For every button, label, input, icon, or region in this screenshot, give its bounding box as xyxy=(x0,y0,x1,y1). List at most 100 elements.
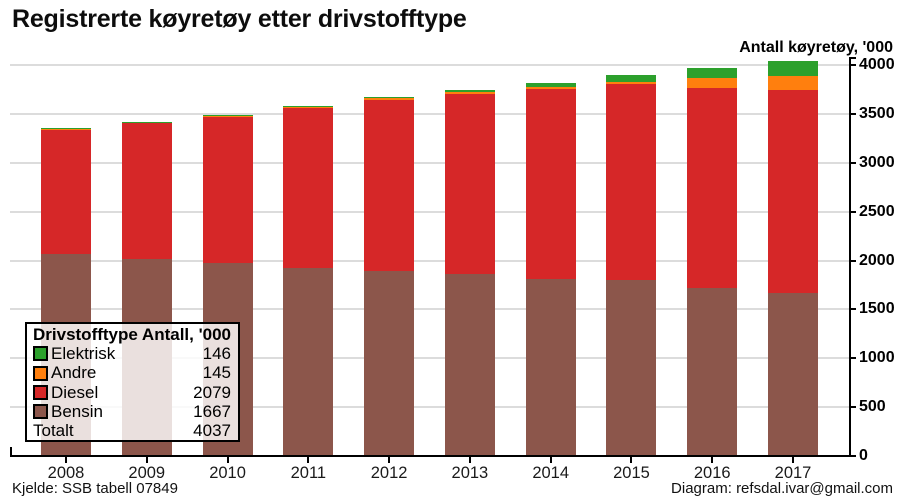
x-tick xyxy=(711,456,714,463)
bar-segment-diesel xyxy=(768,89,819,294)
bar-segment-andre xyxy=(768,75,819,90)
legend-row-value: 4037 xyxy=(193,421,231,441)
x-axis-endcap xyxy=(10,447,12,456)
y-tick-label: 4000 xyxy=(859,56,895,73)
bar-segment-diesel xyxy=(606,84,657,281)
bar-segment-andre xyxy=(364,98,415,100)
x-tick-label: 2009 xyxy=(128,464,166,482)
x-tick-label: 2015 xyxy=(613,464,650,482)
legend-row-label: Andre xyxy=(51,363,97,383)
bar-segment-bensin xyxy=(606,280,657,456)
y-tick-label: 500 xyxy=(859,398,886,416)
y-axis-line xyxy=(849,57,851,457)
x-tick-label: 2008 xyxy=(47,464,85,482)
legend-swatch-icon xyxy=(33,365,48,381)
legend-row: Totalt 4037 xyxy=(33,421,231,440)
bar-segment-bensin xyxy=(525,278,576,456)
bar-segment-andre xyxy=(444,92,495,94)
footer-credit: Diagram: refsdal.ivar@gmail.com xyxy=(671,480,893,497)
gridline xyxy=(10,161,849,164)
legend-row-label: Bensin xyxy=(51,401,103,421)
x-tick-label: 2017 xyxy=(774,464,812,482)
bar-segment-elektrisk xyxy=(687,68,738,79)
footer-source: Kjelde: SSB tabell 07849 xyxy=(12,480,178,497)
bar-segment-andre xyxy=(283,106,334,109)
y-tick-label: 3500 xyxy=(859,104,895,122)
x-tick xyxy=(145,456,148,463)
legend-row-value: 145 xyxy=(202,363,231,383)
bar-segment-diesel xyxy=(525,88,576,279)
y-tick xyxy=(849,112,856,115)
x-tick-label: 2016 xyxy=(693,464,731,482)
bar-segment-andre xyxy=(202,115,253,117)
legend-table: Drivstofftype Antall, '000 Elektrisk 146 A… xyxy=(25,322,240,442)
legend-header-value: Antall, '000 xyxy=(141,324,231,344)
gridline xyxy=(10,406,849,409)
chart-title: Registrerte køyretøy etter drivstofftype xyxy=(12,5,467,33)
gridline xyxy=(10,308,849,311)
bar-segment-diesel xyxy=(444,93,495,275)
x-tick-label: 2014 xyxy=(532,464,570,482)
bar-segment-elektrisk xyxy=(444,90,495,93)
legend-header: Drivstofftype Antall, '000 xyxy=(33,325,231,344)
bar-segment-andre xyxy=(525,86,576,89)
bar-segment-elektrisk xyxy=(525,82,576,87)
bar-segment-andre xyxy=(121,122,172,124)
legend-row: Elektrisk 146 xyxy=(33,344,231,363)
bar-segment-andre xyxy=(606,81,657,85)
y-tick-label: 2500 xyxy=(859,202,895,220)
legend-row-value: 2079 xyxy=(193,382,231,402)
bar-segment-diesel xyxy=(202,116,253,264)
y-tick-label: 0 xyxy=(859,447,868,464)
bar-segment-elektrisk xyxy=(606,74,657,82)
y-axis-label: Antall køyretøy, '000 xyxy=(739,39,893,56)
x-tick-label: 2010 xyxy=(209,464,246,482)
bar-segment-andre xyxy=(687,78,738,88)
gridline xyxy=(10,259,849,262)
y-tick-label: 1000 xyxy=(859,349,895,367)
y-tick-label: 1500 xyxy=(859,300,895,318)
gridline xyxy=(10,112,849,115)
x-tick-label: 2012 xyxy=(370,464,408,482)
bar-segment-diesel xyxy=(41,129,91,255)
y-tick xyxy=(849,357,856,360)
legend-row-value: 146 xyxy=(202,343,231,363)
gridline xyxy=(10,64,849,66)
gridline xyxy=(10,210,849,213)
x-tick xyxy=(630,456,633,463)
x-tick-label: 2011 xyxy=(290,464,327,482)
bar-segment-diesel xyxy=(283,108,334,268)
bar-segment-bensin xyxy=(283,268,334,456)
x-tick xyxy=(65,456,67,463)
bar-segment-bensin xyxy=(364,270,415,456)
y-axis-endcap xyxy=(849,57,856,59)
legend-swatch-icon xyxy=(33,404,48,420)
bar-segment-diesel xyxy=(121,123,172,259)
y-tick xyxy=(849,161,856,164)
x-tick-label: 2013 xyxy=(451,464,489,482)
y-tick xyxy=(849,259,856,262)
legend-row: Andre 145 xyxy=(33,363,231,383)
bar-segment-bensin xyxy=(687,288,738,456)
y-tick xyxy=(849,308,856,311)
y-tick xyxy=(849,406,856,409)
y-tick xyxy=(849,64,856,66)
bar-segment-bensin xyxy=(768,293,819,456)
legend-swatch-icon xyxy=(33,346,48,362)
legend-row: Bensin 1667 xyxy=(33,402,231,421)
legend-swatch-icon xyxy=(33,385,48,401)
bar-segment-elektrisk xyxy=(768,61,819,76)
legend-row-label: Diesel xyxy=(51,382,99,402)
legend-row-label: Elektrisk xyxy=(51,343,116,363)
y-tick xyxy=(849,210,856,213)
bar-segment-diesel xyxy=(687,87,738,289)
legend-row: Diesel 2079 xyxy=(33,383,231,402)
bar-segment-bensin xyxy=(444,274,495,456)
bar-segment-andre xyxy=(41,128,91,130)
legend-header-type: Drivstofftype xyxy=(33,324,138,344)
y-tick-label: 3000 xyxy=(859,153,895,171)
legend-row-label: Totalt xyxy=(33,421,74,441)
x-axis-line xyxy=(10,455,856,457)
y-tick xyxy=(849,455,856,457)
